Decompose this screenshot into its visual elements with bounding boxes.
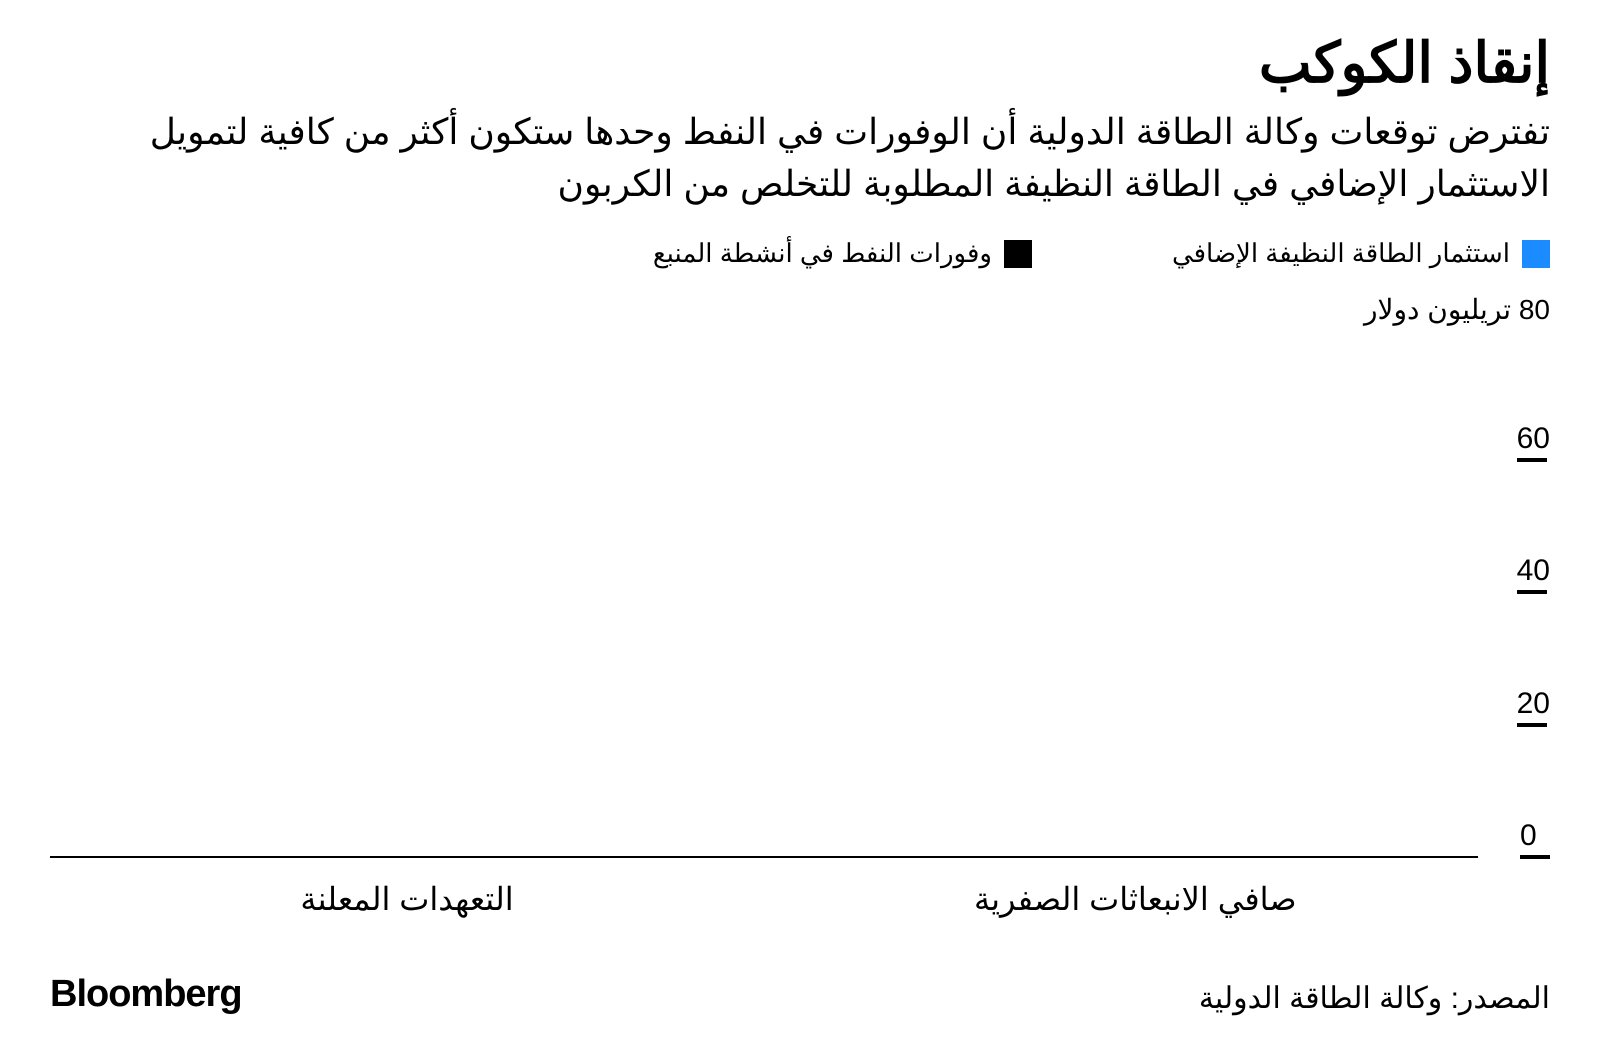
x-axis-labels: صافي الانبعاثات الصفرية التعهدات المعلنة — [50, 880, 1550, 920]
y-tick-label: 40 — [1517, 556, 1550, 586]
y-tick-label: 0 — [1520, 821, 1537, 851]
plot-area — [50, 328, 1478, 858]
y-axis: 0 20 40 60 — [1490, 328, 1550, 858]
chart-subtitle: تفترض توقعات وكالة الطاقة الدولية أن الو… — [50, 106, 1550, 210]
y-tick-mark — [1517, 723, 1547, 727]
legend-label: استثمار الطاقة النظيفة الإضافي — [1172, 238, 1510, 269]
y-tick: 0 — [1520, 821, 1550, 859]
y-tick: 40 — [1517, 556, 1550, 594]
legend-item: وفورات النفط في أنشطة المنبع — [653, 238, 1032, 269]
legend-swatch — [1004, 240, 1032, 268]
y-tick-mark — [1517, 458, 1547, 462]
y-tick-mark — [1517, 590, 1547, 594]
y-tick: 20 — [1517, 689, 1550, 727]
chart-area: 0 20 40 60 — [50, 328, 1550, 858]
legend-item: استثمار الطاقة النظيفة الإضافي — [1172, 238, 1550, 269]
source-label: المصدر: وكالة الطاقة الدولية — [1199, 981, 1550, 1016]
brand-logo: Bloomberg — [50, 973, 242, 1016]
y-axis-unit-label: 80 تريليون دولار — [50, 293, 1550, 326]
y-tick-label: 20 — [1517, 689, 1550, 719]
x-axis-label: التعهدات المعلنة — [300, 880, 513, 918]
legend: استثمار الطاقة النظيفة الإضافي وفورات ال… — [50, 238, 1550, 269]
y-tick-mark — [1520, 855, 1550, 859]
chart-title: إنقاذ الكوكب — [50, 30, 1550, 96]
legend-label: وفورات النفط في أنشطة المنبع — [653, 238, 992, 269]
y-tick-label: 60 — [1517, 424, 1550, 454]
x-axis-label: صافي الانبعاثات الصفرية — [974, 880, 1297, 918]
y-tick: 60 — [1517, 424, 1550, 462]
legend-swatch — [1522, 240, 1550, 268]
